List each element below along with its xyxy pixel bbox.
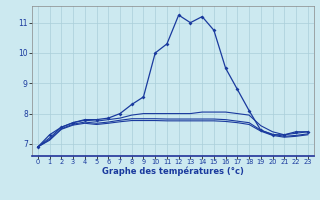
X-axis label: Graphe des températures (°c): Graphe des températures (°c) [102,167,244,176]
